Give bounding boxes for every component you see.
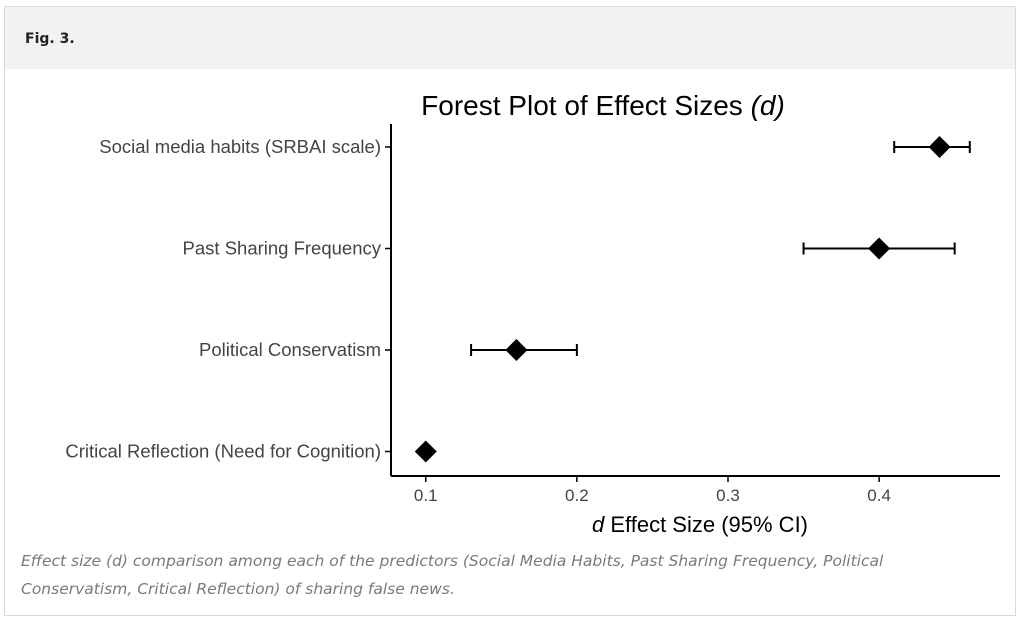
chart-title-text: Forest Plot of Effect Sizes <box>421 90 743 121</box>
y-category-label: Critical Reflection (Need for Cognition) <box>65 441 381 462</box>
y-category-label: Political Conservatism <box>199 339 381 360</box>
x-tick-label: 0.2 <box>565 486 589 505</box>
figure-header: Fig. 3. <box>5 7 1015 69</box>
figure-caption: Effect size (d) comparison among each of… <box>21 552 884 598</box>
x-tick-label: 0.3 <box>716 486 740 505</box>
forest-marks: 0.1 0.2 0.3 0.4 Social media habits (SRBAI s… <box>65 124 1000 505</box>
point-estimate-diamond <box>928 136 951 158</box>
point-estimate-diamond <box>505 339 528 361</box>
point-estimate-diamond <box>414 440 437 463</box>
figure-label: Fig. 3. <box>25 31 75 47</box>
y-category-label: Past Sharing Frequency <box>183 238 382 259</box>
x-axis-label-italic: d <box>592 512 605 537</box>
forest-plot: Forest Plot of Effect Sizes (d) 0.1 0.2 0.… <box>65 90 1000 537</box>
chart-title-italic: (d) <box>751 90 785 121</box>
x-axis-label: d Effect Size (95% CI) <box>592 512 808 537</box>
x-tick-label: 0.4 <box>867 486 891 505</box>
x-tick-label: 0.1 <box>414 486 438 505</box>
point-estimate-diamond <box>868 237 891 260</box>
chart-title: Forest Plot of Effect Sizes (d) <box>421 90 785 121</box>
y-category-label: Social media habits (SRBAI scale) <box>99 136 381 157</box>
figure-card: Fig. 3. Forest Plot of Effect Sizes (d) … <box>4 6 1016 616</box>
x-axis-label-text: Effect Size (95% CI) <box>610 512 808 537</box>
